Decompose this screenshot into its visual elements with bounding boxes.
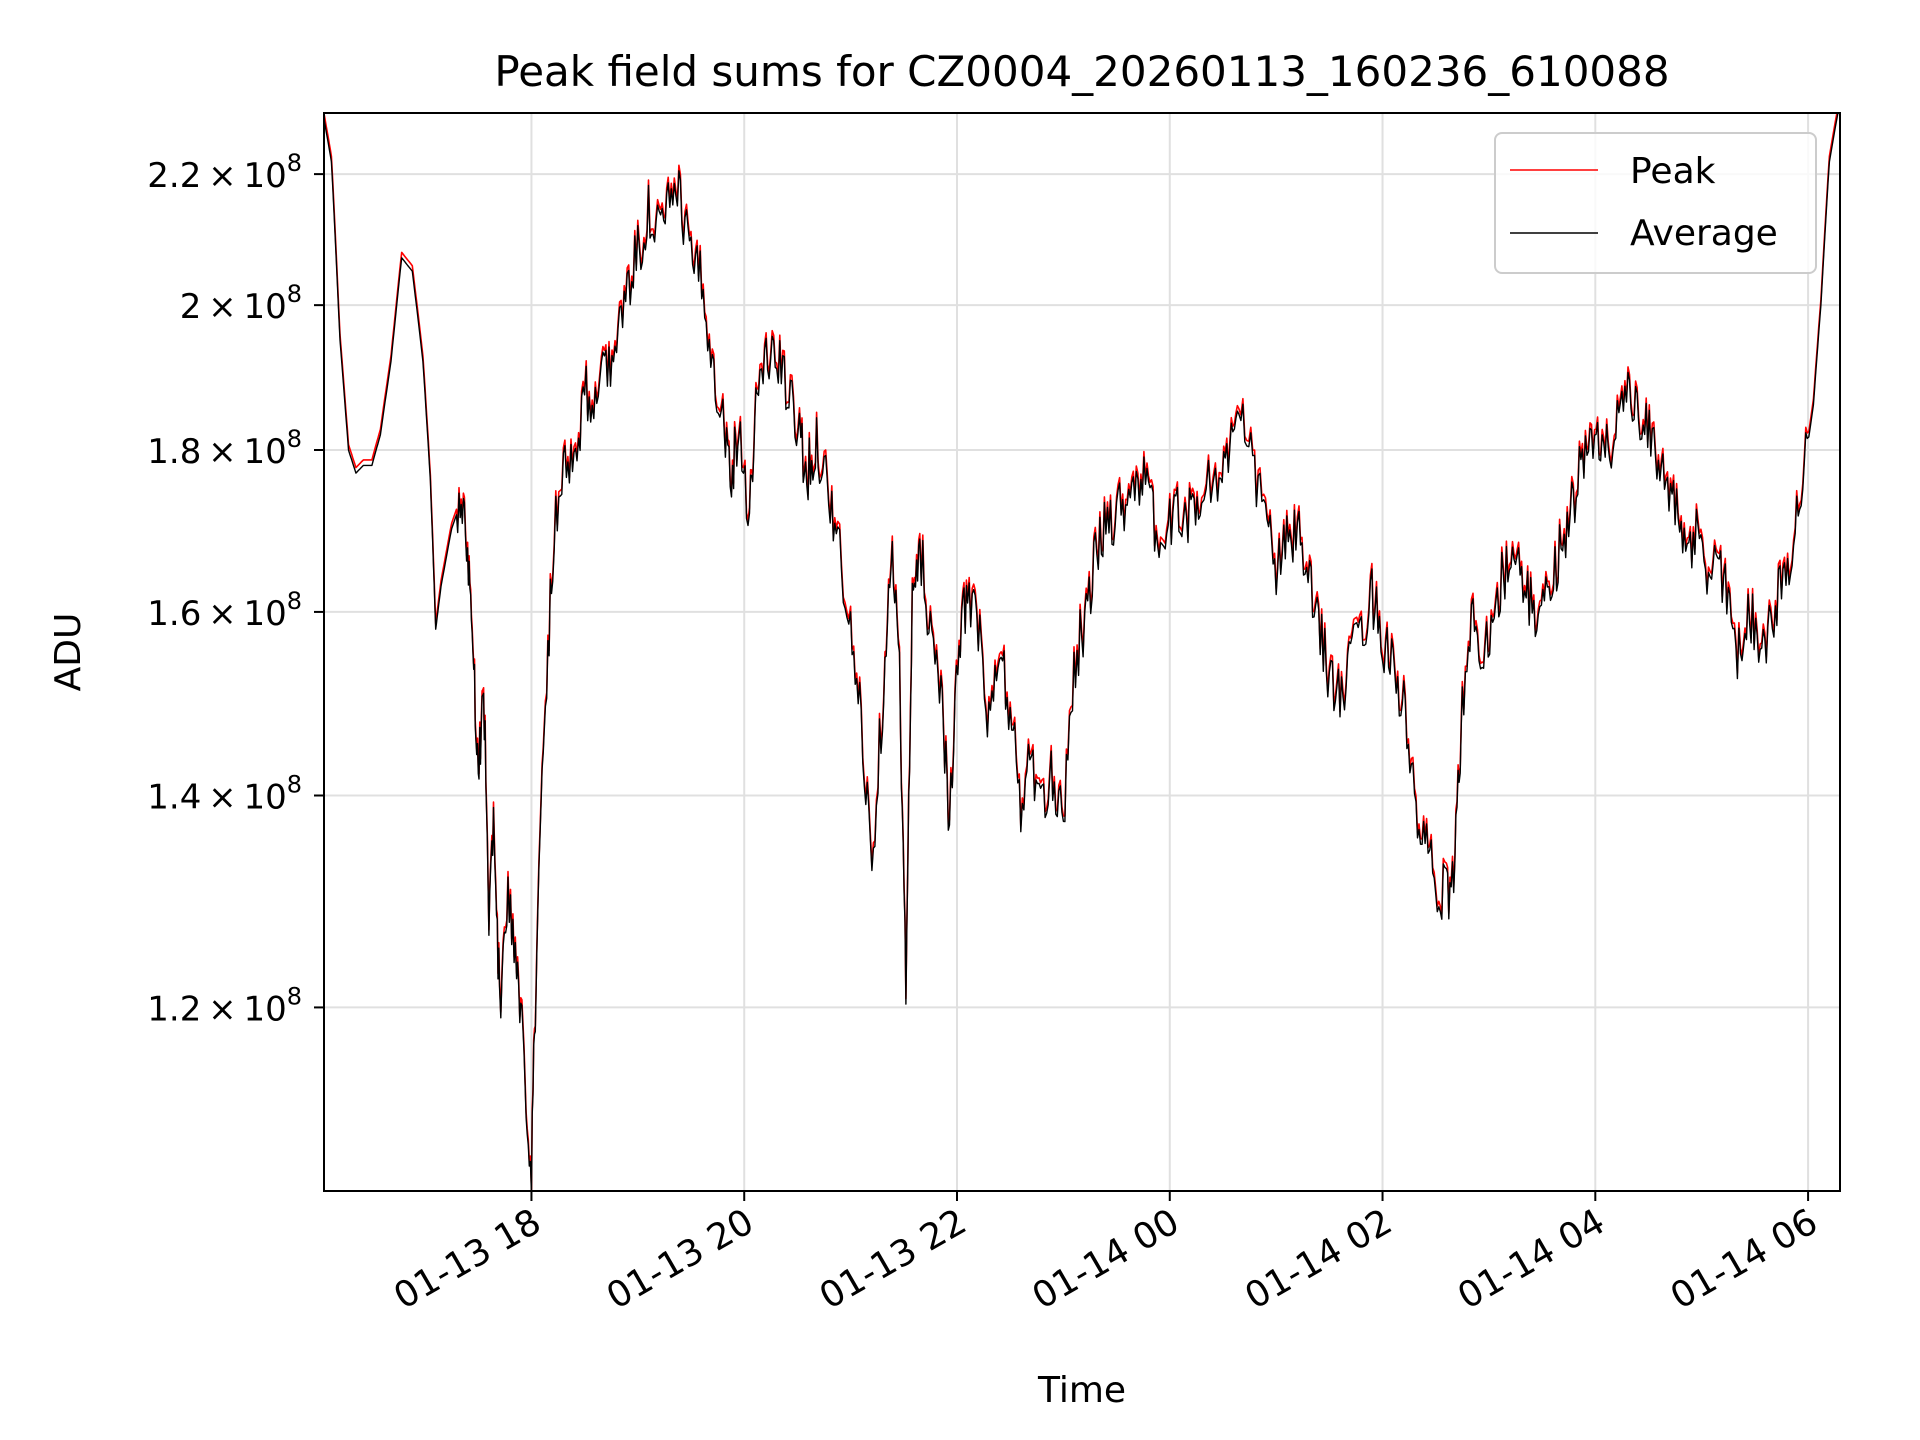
legend-box	[1494, 132, 1817, 274]
y-tick-exponent: 8	[287, 982, 302, 1010]
y-tick-mantissa: 1.2	[147, 989, 201, 1029]
y-tick-times-ten: × 10	[201, 156, 286, 196]
y-tick-times-ten: × 10	[201, 989, 286, 1029]
y-axis-label: ADU	[48, 613, 89, 692]
y-tick-exponent: 8	[287, 425, 302, 453]
y-tick-label: 1.2 × 108	[147, 982, 302, 1029]
y-tick-times-ten: × 10	[201, 287, 286, 327]
y-tick-exponent: 8	[287, 770, 302, 798]
y-tick-label: 1.4 × 108	[147, 770, 302, 817]
legend: Peak Average	[1494, 132, 1817, 274]
y-tick-exponent: 8	[287, 587, 302, 615]
series-line-average	[324, 113, 1839, 1191]
y-tick-exponent: 8	[287, 149, 302, 177]
y-tick-times-ten: × 10	[201, 432, 286, 472]
y-tick-times-ten: × 10	[201, 777, 286, 817]
legend-label-average: Average	[1630, 213, 1778, 254]
legend-label-peak: Peak	[1630, 151, 1716, 192]
y-tick-mantissa: 2	[180, 287, 202, 327]
y-tick-mantissa: 1.4	[147, 777, 201, 817]
x-axis-label: Time	[1037, 1370, 1126, 1411]
y-tick-label: 1.8 × 108	[147, 425, 302, 472]
y-tick-exponent: 8	[287, 280, 302, 308]
y-tick-label: 2.2 × 108	[147, 149, 302, 196]
chart-title: Peak field sums for CZ0004_20260113_1602…	[494, 47, 1669, 96]
series-area	[324, 113, 1839, 1191]
y-tick-mantissa: 1.8	[147, 432, 201, 472]
y-tick-mantissa: 1.6	[147, 594, 201, 634]
y-tick-label: 1.6 × 108	[147, 587, 302, 634]
y-tick-mantissa: 2.2	[147, 156, 201, 196]
plot-frame	[323, 112, 1841, 1192]
y-tick-label: 2 × 108	[180, 280, 302, 327]
y-tick-times-ten: × 10	[201, 594, 286, 634]
